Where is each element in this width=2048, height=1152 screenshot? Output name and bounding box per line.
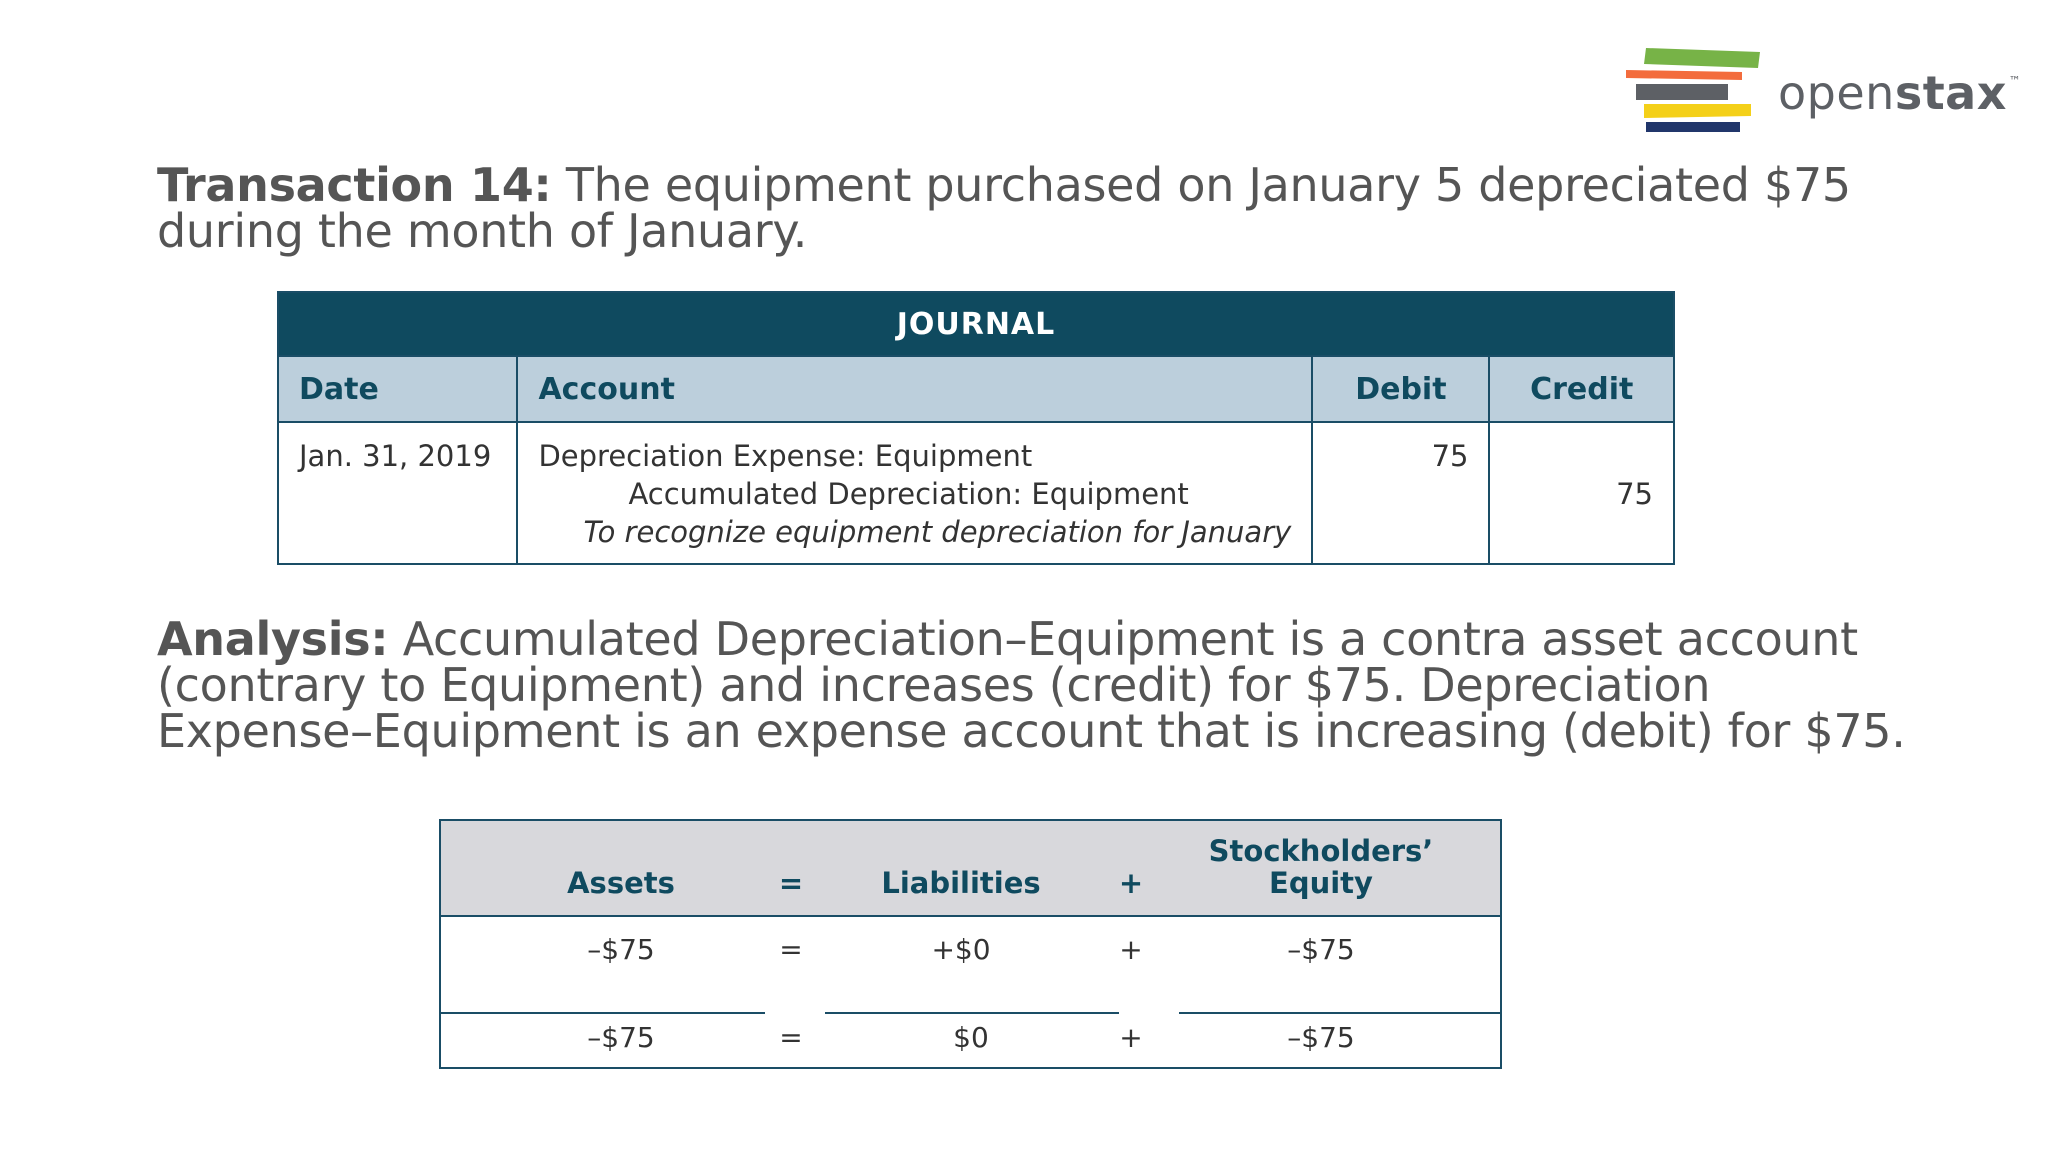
- analysis-description: Analysis: Accumulated Depreciation–Equip…: [157, 616, 1917, 754]
- entry-note: To recognize equipment depreciation for …: [583, 515, 1292, 549]
- transaction-label: Transaction 14:: [157, 158, 552, 212]
- journal-table: JOURNAL Date Account Debit Credit Jan. 3…: [276, 291, 1675, 565]
- accounting-equation-table: Assets = Liabilities + Stockholders’ Equ…: [439, 819, 1502, 1069]
- entry-debit-cell: 75: [1311, 421, 1491, 565]
- header-equity-line1: Stockholders’: [1208, 834, 1434, 868]
- entry-credit-cell: 75: [1488, 421, 1675, 565]
- header-plus: +: [1118, 866, 1144, 900]
- entry-credit-account: Accumulated Depreciation: Equipment: [628, 477, 1189, 511]
- journal-title-row: JOURNAL: [277, 291, 1675, 357]
- total-plus: +: [1119, 1021, 1143, 1054]
- openstax-books-icon: [1626, 48, 1760, 132]
- entry-debit-amount: 75: [1431, 439, 1469, 473]
- header-credit: Credit: [1488, 355, 1675, 423]
- entry-credit-amount: 75: [1616, 477, 1653, 511]
- entry-debit-account: Depreciation Expense: Equipment: [538, 439, 1033, 473]
- openstax-wordmark: openstax ™: [1778, 66, 2021, 120]
- entry-date: Jan. 31, 2019: [276, 421, 519, 565]
- header-assets: Assets: [567, 866, 675, 900]
- change-equals: =: [779, 933, 803, 966]
- header-debit: Debit: [1311, 355, 1491, 423]
- change-equity: –$75: [1287, 933, 1355, 966]
- transaction-text: The equipment purchased on January 5 dep…: [157, 158, 1851, 258]
- total-liabilities: $0: [953, 1021, 989, 1054]
- change-plus: +: [1119, 933, 1143, 966]
- transaction-description: Transaction 14: The equipment purchased …: [157, 162, 1917, 254]
- header-liabilities: Liabilities: [881, 866, 1041, 900]
- header-equals: =: [778, 866, 804, 900]
- header-account: Account: [516, 355, 1314, 423]
- logo-trademark: ™: [2008, 74, 2022, 88]
- analysis-label: Analysis:: [157, 612, 389, 666]
- equity-total-rule: [1179, 1012, 1500, 1014]
- entry-accounts: Depreciation Expense: Equipment Accumula…: [516, 421, 1314, 565]
- analysis-text: Accumulated Depreciation–Equipment is a …: [157, 612, 1906, 758]
- total-equals: =: [779, 1021, 803, 1054]
- journal-entry-row: Jan. 31, 2019 Depreciation Expense: Equi…: [276, 421, 1675, 565]
- total-assets: –$75: [587, 1021, 655, 1054]
- change-liabilities: +$0: [931, 933, 991, 966]
- logo-text-light: open: [1778, 66, 1895, 120]
- header-date: Date: [276, 355, 519, 423]
- equation-header-row: Assets = Liabilities + Stockholders’ Equ…: [441, 821, 1500, 917]
- logo-text-bold: stax: [1894, 66, 2007, 120]
- total-equity: –$75: [1287, 1021, 1355, 1054]
- journal-title: JOURNAL: [277, 291, 1675, 357]
- assets-total-rule: [441, 1012, 765, 1014]
- openstax-logo: openstax ™: [1624, 46, 2021, 142]
- journal-header-row: Date Account Debit Credit: [276, 355, 1675, 423]
- liabilities-total-rule: [825, 1012, 1119, 1014]
- change-assets: –$75: [587, 933, 655, 966]
- header-equity-line2: Equity: [1269, 866, 1373, 900]
